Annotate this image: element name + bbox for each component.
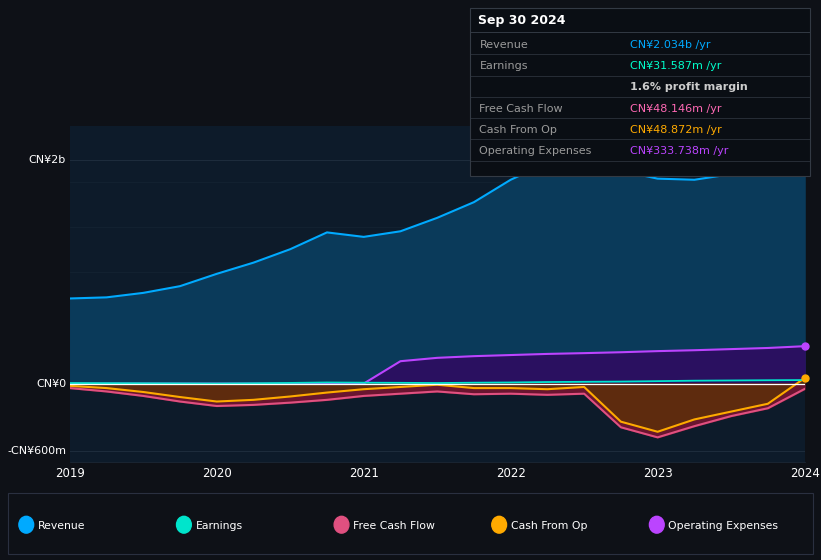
- Text: Earnings: Earnings: [479, 61, 528, 71]
- Text: CN¥2b: CN¥2b: [29, 155, 67, 165]
- Text: Cash From Op: Cash From Op: [479, 125, 557, 135]
- Text: Revenue: Revenue: [479, 40, 528, 50]
- Text: CN¥333.738m /yr: CN¥333.738m /yr: [630, 146, 728, 156]
- Text: Free Cash Flow: Free Cash Flow: [479, 104, 563, 114]
- Text: Sep 30 2024: Sep 30 2024: [478, 14, 566, 27]
- Text: 1.6% profit margin: 1.6% profit margin: [630, 82, 747, 92]
- Text: CN¥31.587m /yr: CN¥31.587m /yr: [630, 61, 721, 71]
- Text: CN¥48.872m /yr: CN¥48.872m /yr: [630, 125, 722, 135]
- Text: CN¥48.146m /yr: CN¥48.146m /yr: [630, 104, 721, 114]
- Text: CN¥0: CN¥0: [36, 379, 67, 389]
- Text: Earnings: Earnings: [195, 521, 242, 531]
- Text: Free Cash Flow: Free Cash Flow: [353, 521, 435, 531]
- Text: Cash From Op: Cash From Op: [511, 521, 587, 531]
- Text: Revenue: Revenue: [38, 521, 85, 531]
- Text: CN¥2.034b /yr: CN¥2.034b /yr: [630, 40, 710, 50]
- Text: Operating Expenses: Operating Expenses: [668, 521, 778, 531]
- Text: -CN¥600m: -CN¥600m: [7, 446, 67, 456]
- Text: Operating Expenses: Operating Expenses: [479, 146, 592, 156]
